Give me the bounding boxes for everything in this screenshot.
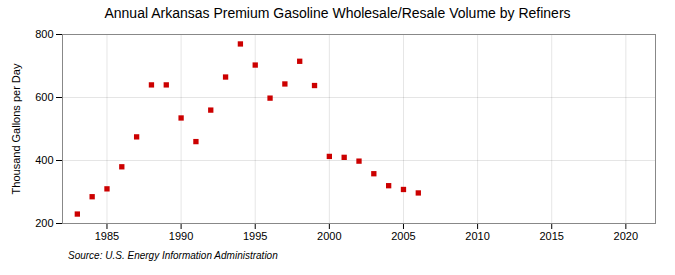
- html-text:Annual Arkansas Premium Gasoli: Annual Arkansas Premium Gasoline Wholesa…: [104, 5, 571, 21]
- svg-text:1990: 1990: [169, 230, 193, 242]
- svg-text:800: 800: [35, 28, 53, 40]
- svg-text:600: 600: [35, 91, 53, 103]
- svg-text:Thousand Gallons per Day: Thousand Gallons per Day: [10, 63, 22, 194]
- svg-text:1995: 1995: [243, 230, 267, 242]
- svg-text:2000: 2000: [317, 230, 341, 242]
- svg-text:2020: 2020: [614, 230, 638, 242]
- svg-text:2010: 2010: [465, 230, 489, 242]
- svg-text:2015: 2015: [539, 230, 563, 242]
- svg-text:1985: 1985: [95, 230, 119, 242]
- svg-text:200: 200: [35, 217, 53, 229]
- svg-text:400: 400: [35, 154, 53, 166]
- svg-text:2005: 2005: [391, 230, 415, 242]
- html-text:Source: U.S. Energy Informatio: Source: U.S. Energy Information Administ…: [68, 250, 278, 261]
